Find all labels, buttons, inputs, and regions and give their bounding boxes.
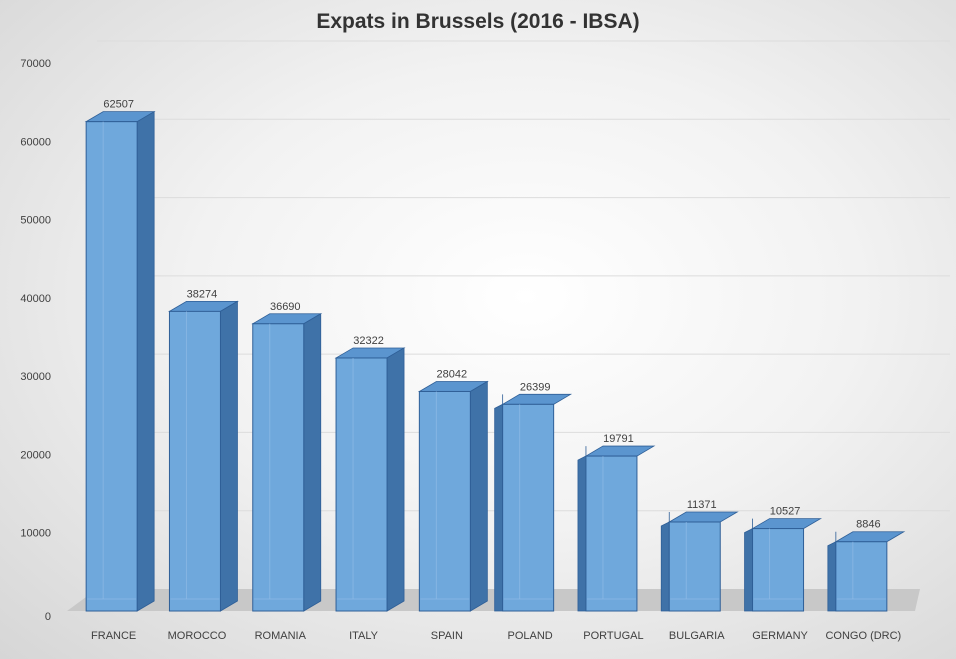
bar-top [751,518,823,529]
bar-side [660,521,670,612]
y-tick-label: 0 [45,611,51,623]
bar-side [577,455,587,612]
data-label: 36690 [270,301,301,313]
x-tick-label: ROMANIA [255,630,307,642]
data-label: 62507 [103,99,134,111]
data-label: 38274 [187,288,218,300]
y-tick-label: 60000 [20,136,51,148]
bar [502,403,555,612]
x-tick-label: BULGARIA [669,630,725,642]
data-label: 19791 [603,433,634,445]
data-label: 32322 [353,335,384,347]
data-label: 8846 [856,519,880,531]
bar [835,541,888,612]
bar [335,357,388,612]
bar [752,528,805,612]
bar-top [501,393,573,405]
x-tick-label: POLAND [508,630,553,642]
x-tick-label: FRANCE [91,630,136,642]
bar-side [744,527,753,612]
x-tick-label: CONGO (DRC) [825,630,901,642]
data-label: 26399 [520,381,551,393]
x-tick-label: ITALY [349,630,379,642]
y-tick-label: 10000 [20,528,51,540]
y-tick-label: 30000 [20,371,51,383]
bar [668,521,721,612]
bar [418,390,471,612]
bar-side [469,380,488,612]
bar [168,310,221,612]
bar-side [827,541,837,612]
bar-side [494,403,504,612]
x-tick-label: SPAIN [431,630,463,642]
bar [85,121,138,612]
x-tick-label: GERMANY [752,630,808,642]
y-tick-label: 70000 [20,58,51,70]
bar-side [386,347,405,612]
x-tick-label: MOROCCO [168,630,227,642]
data-label: 10527 [770,506,801,518]
y-tick-label: 20000 [20,449,51,461]
bar-top [667,511,739,523]
bar-side [220,300,238,612]
y-tick-label: 40000 [20,293,51,305]
y-tick-label: 50000 [20,215,51,227]
chart-title: Expats in Brussels (2016 - IBSA) [316,10,640,33]
bar [585,455,638,612]
bar-top [584,445,656,457]
bar [252,323,305,612]
bar-side [303,313,322,612]
x-tick-label: PORTUGAL [583,630,643,642]
data-label: 28042 [437,368,468,380]
bar-top [834,531,906,543]
bar-side [136,110,155,612]
data-label: 11371 [687,499,717,511]
